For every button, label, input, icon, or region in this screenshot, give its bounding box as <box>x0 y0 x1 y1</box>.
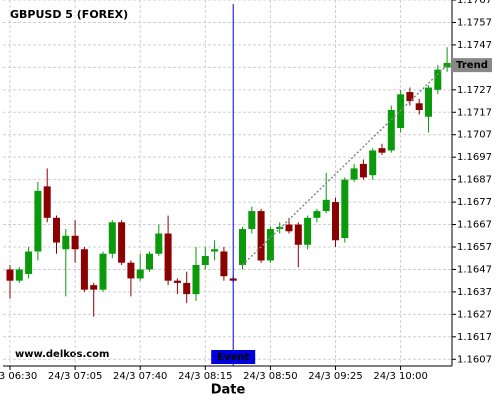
y-tick-label: 1.1687 <box>457 175 492 186</box>
candle-body <box>313 211 321 218</box>
y-tick-label: 1.1637 <box>457 287 492 298</box>
y-tick-label: 1.1647 <box>457 264 492 275</box>
candle-body <box>257 211 265 261</box>
candle-body <box>304 217 312 245</box>
candle-body <box>387 110 395 151</box>
candle-body <box>71 235 79 250</box>
candle-body <box>146 253 153 270</box>
x-tick-label: 24/3 07:05 <box>48 371 102 382</box>
candle-body <box>6 269 14 281</box>
chart-title: GBPUSD 5 (FOREX) <box>10 8 128 21</box>
candle-body <box>425 87 432 117</box>
candle-body <box>25 251 33 274</box>
trend-label-box <box>452 58 492 73</box>
y-tick-label: 1.1627 <box>457 309 492 320</box>
event-label-box <box>211 350 256 364</box>
candle-body <box>369 150 377 176</box>
y-tick-label: 1.1747 <box>457 40 492 51</box>
y-tick-label: 1.1707 <box>457 130 492 141</box>
candle-body <box>15 269 23 281</box>
event-label: Event <box>217 352 249 363</box>
candle-body <box>201 255 209 265</box>
x-tick-label: 24/3 09:25 <box>308 371 362 382</box>
candle-body <box>183 282 191 295</box>
y-tick-label: 1.1677 <box>457 197 492 208</box>
candle-body <box>211 249 219 252</box>
y-tick-label: 1.1617 <box>457 332 492 343</box>
candle-body <box>155 233 163 254</box>
candle-body <box>127 262 135 279</box>
candle-body <box>99 253 107 290</box>
candle-body <box>406 92 414 102</box>
candle-body <box>322 199 330 212</box>
y-tick-label: 1.1607 <box>457 354 492 365</box>
candle-body <box>118 222 126 263</box>
candle-body <box>220 251 228 277</box>
candle-body <box>164 233 172 281</box>
candle-body <box>415 103 423 111</box>
y-tick-label: 1.1657 <box>457 242 492 253</box>
candle-body <box>359 163 367 178</box>
candle-body <box>378 148 386 153</box>
x-tick-label: 24/3 08:50 <box>243 371 297 382</box>
candle-body <box>108 222 116 254</box>
x-tick-label: 24/3 06:30 <box>0 371 37 382</box>
y-tick-label: 1.1717 <box>457 107 492 118</box>
candle-body <box>341 179 349 239</box>
watermark: www.delkos.com <box>15 349 109 360</box>
candle-body <box>90 285 98 290</box>
y-tick-label: 1.1727 <box>457 85 492 96</box>
candle-body <box>80 249 88 290</box>
candle-body <box>239 229 246 265</box>
y-tick-label: 1.1767 <box>457 0 492 6</box>
candle-body <box>136 269 144 279</box>
candle-body <box>332 202 339 241</box>
y-tick-label: 1.1697 <box>457 152 492 163</box>
candle-body <box>62 235 70 250</box>
candle-body <box>350 168 358 180</box>
candle-body <box>443 62 451 68</box>
candle-body <box>266 229 274 261</box>
candle-body <box>248 211 256 230</box>
x-axis-label: Date <box>211 383 246 398</box>
candle-body <box>434 69 442 90</box>
x-tick-label: 24/3 08:15 <box>178 371 232 382</box>
candle-body <box>294 224 302 245</box>
candle-body <box>173 280 181 283</box>
x-tick-label: 24/3 07:40 <box>113 371 167 382</box>
candle-body <box>34 190 42 252</box>
candle-body <box>43 186 51 218</box>
candle-body <box>192 264 200 295</box>
trend-label: Trend <box>456 60 488 71</box>
candle-body <box>285 224 293 232</box>
y-tick-label: 1.1667 <box>457 220 492 231</box>
candle-body <box>53 217 60 243</box>
y-tick-label: 1.1757 <box>457 17 492 28</box>
x-tick-label: 24/3 10:00 <box>373 371 427 382</box>
